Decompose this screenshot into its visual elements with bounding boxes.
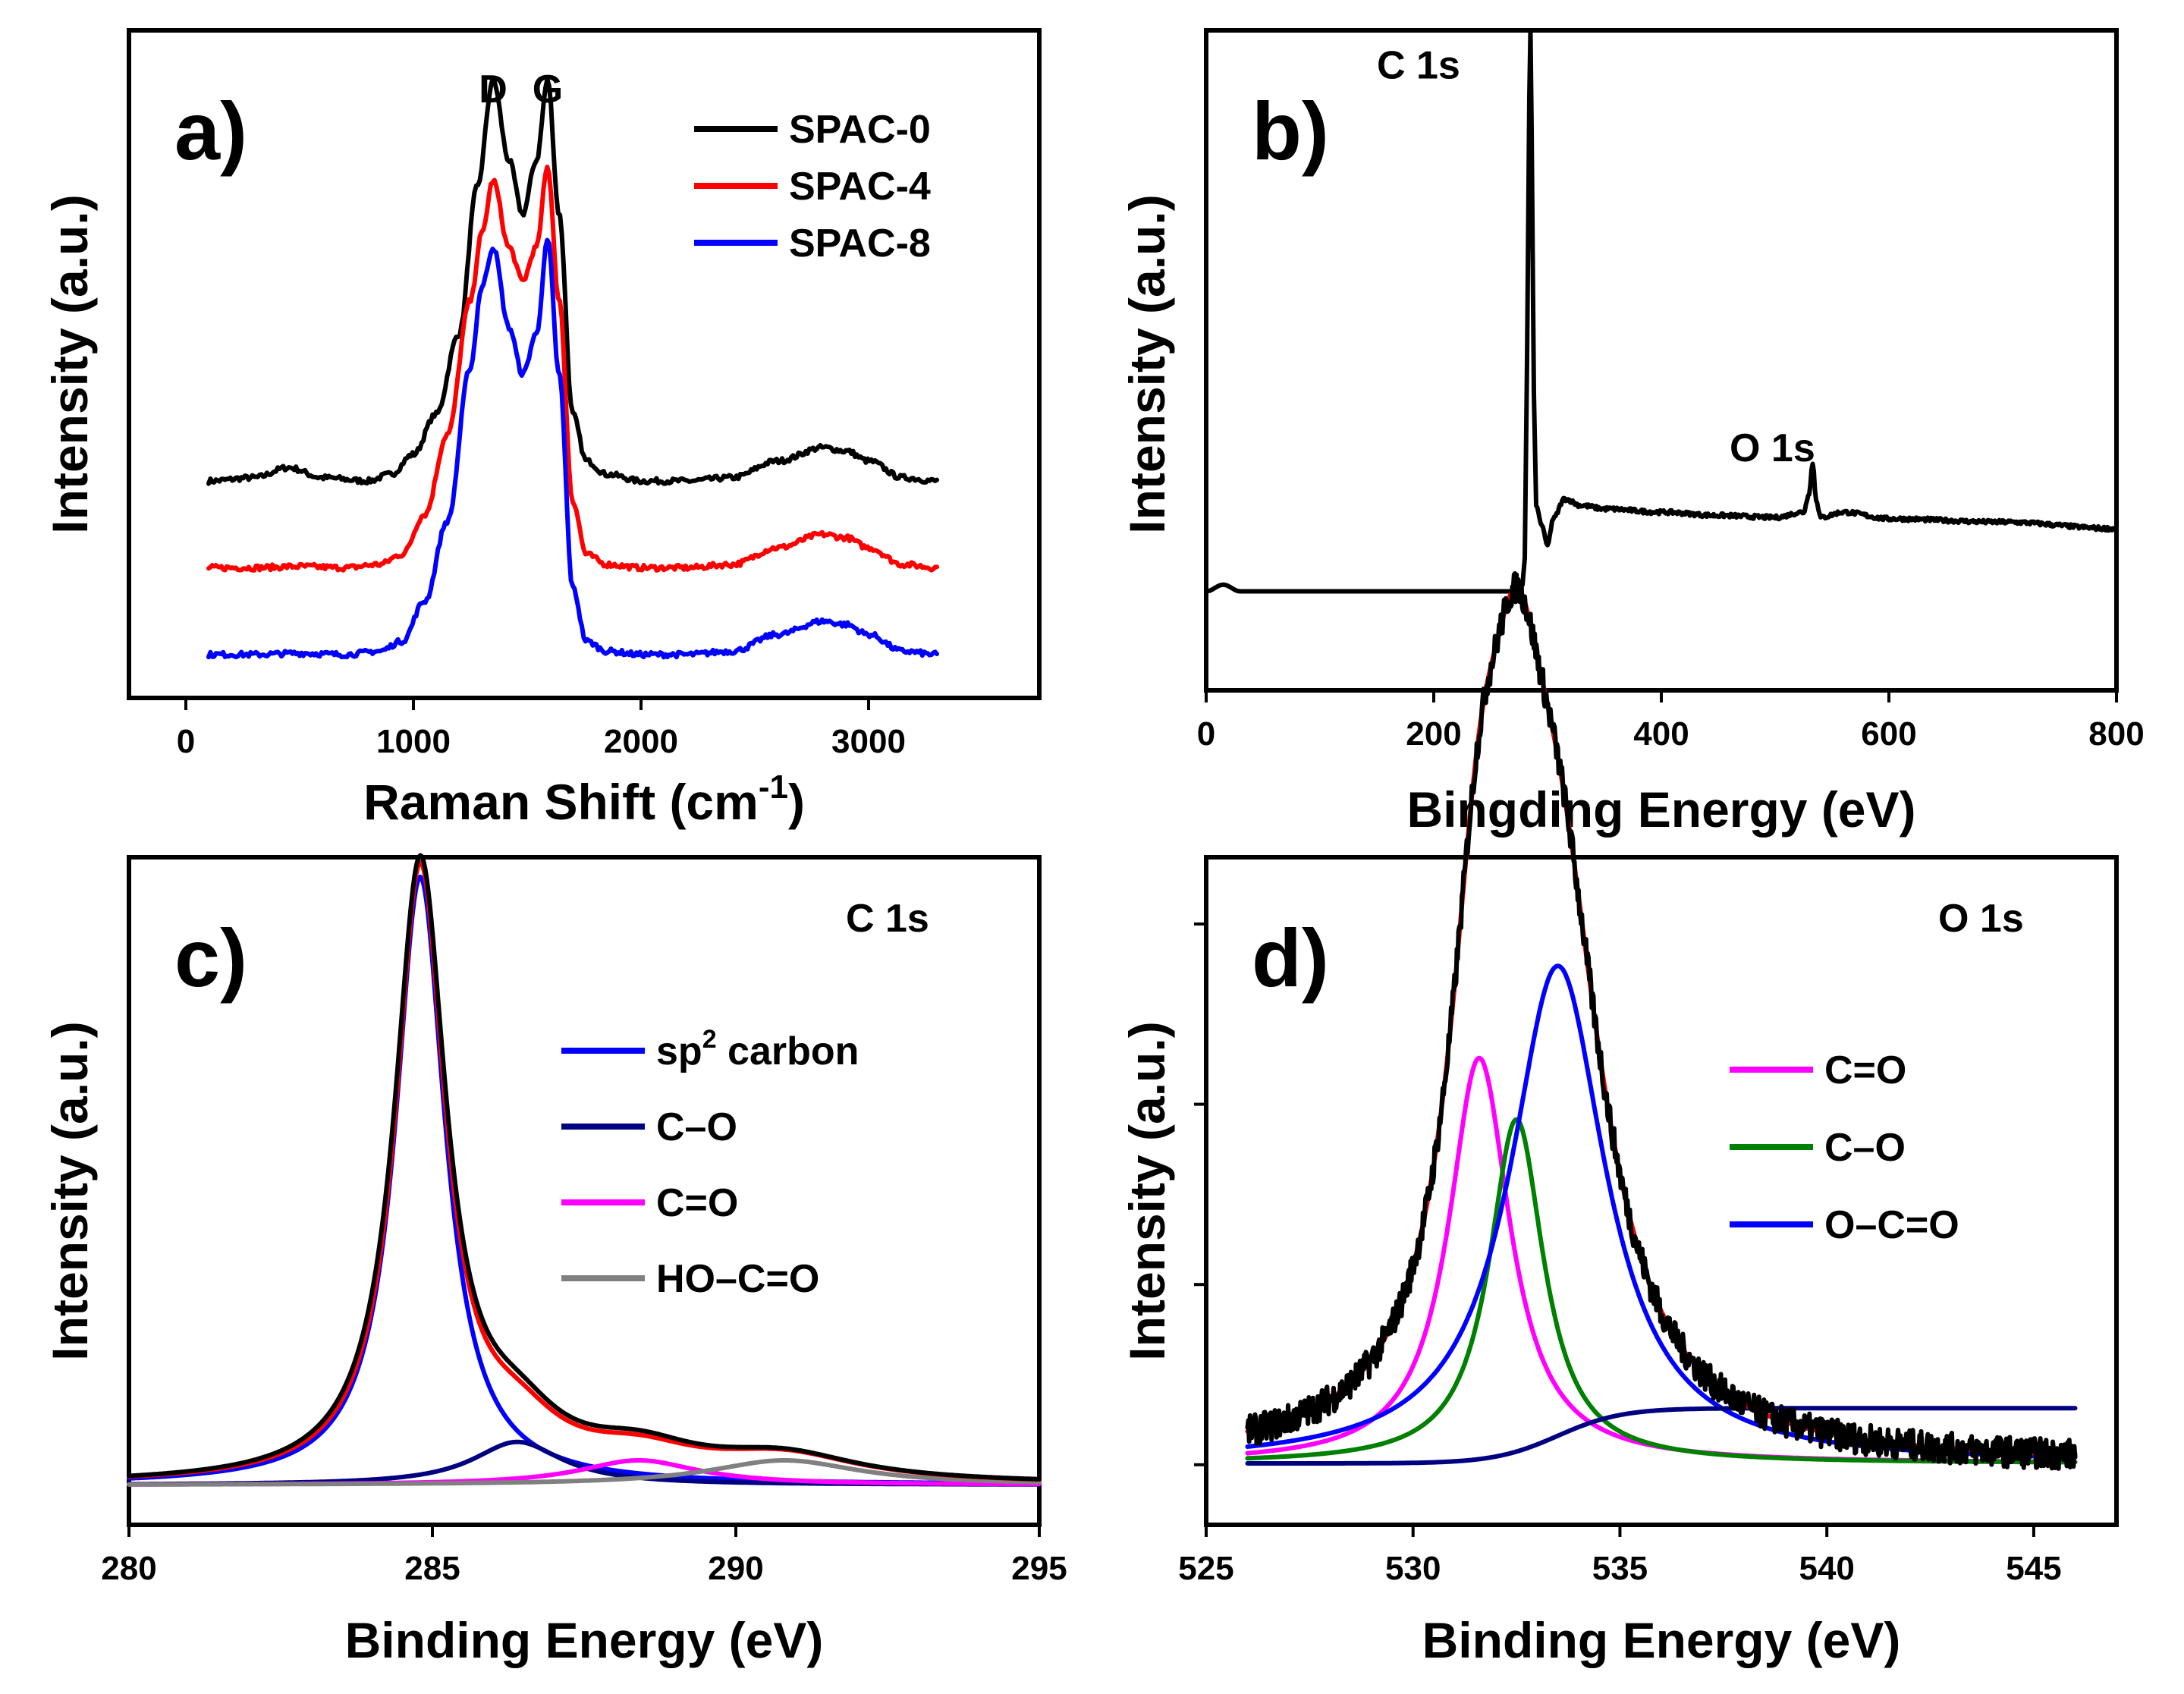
x-tick-label-535: 535 bbox=[1592, 1550, 1648, 1587]
plot-frame bbox=[1204, 855, 2119, 1527]
series-line-experimental bbox=[127, 853, 1042, 1482]
x-tick-label-280: 280 bbox=[101, 1550, 156, 1587]
series-line-spac-4 bbox=[206, 165, 939, 573]
legend-label-spac-0: SPAC-0 bbox=[789, 108, 931, 152]
x-tick-label-285: 285 bbox=[404, 1550, 460, 1587]
y-axis-label: Intensity (a.u.) bbox=[42, 1021, 98, 1360]
x-tick-label-600: 600 bbox=[1861, 715, 1916, 753]
panel-c-c1s-chart: c) C 1s Binding Energy (eV) Intensity (a… bbox=[42, 853, 1067, 1668]
x-axis-label: Binding Energy (eV) bbox=[1422, 1612, 1901, 1668]
legend: SPAC-0 SPAC-4 SPAC-8 bbox=[694, 108, 931, 266]
x-axis-label: Bingding Energy (eV) bbox=[1406, 781, 1915, 838]
legend-label-spac-4: SPAC-4 bbox=[789, 165, 931, 209]
x-ticks: 280 285 290 295 bbox=[101, 1525, 1067, 1587]
legend-label-c-eq-o: C=O bbox=[1824, 1048, 1906, 1092]
panel-label: a) bbox=[174, 85, 247, 177]
x-ticks: 0 1000 2000 3000 bbox=[177, 698, 906, 760]
x-ticks: 0 200 400 600 800 bbox=[1197, 690, 2145, 753]
legend-label-c-o: C–O bbox=[656, 1105, 737, 1149]
chart-title: O 1s bbox=[1938, 897, 2024, 941]
x-tick-label-400: 400 bbox=[1633, 715, 1689, 753]
y-axis-label: Intensity (a.u.) bbox=[1119, 1021, 1175, 1360]
annotation-c-1s: C 1s bbox=[1377, 44, 1460, 88]
x-tick-label-525: 525 bbox=[1178, 1550, 1233, 1587]
plot-frame bbox=[127, 28, 1042, 700]
panel-label: c) bbox=[174, 912, 247, 1004]
legend-label-c-eq-o: C=O bbox=[656, 1181, 738, 1225]
x-tick-label-200: 200 bbox=[1406, 715, 1461, 753]
x-tick-label-0: 0 bbox=[1197, 715, 1215, 753]
panel-b-xps-survey-chart: b) Bingding Energy (eV) Intensity (a.u.)… bbox=[1119, 28, 2145, 838]
panel-label: d) bbox=[1252, 912, 1329, 1004]
x-tick-label-2000: 2000 bbox=[604, 723, 678, 760]
panel-label: b) bbox=[1252, 85, 1329, 177]
x-tick-label-1000: 1000 bbox=[376, 723, 451, 760]
panel-d-o1s-chart: d) O 1s Binding Energy (eV) Intensity (a… bbox=[1119, 570, 2119, 1668]
series-lines bbox=[127, 853, 1042, 1487]
x-tick-label-0: 0 bbox=[177, 723, 195, 760]
x-ticks: 525 530 535 540 545 bbox=[1178, 1525, 2062, 1587]
x-tick-label-295: 295 bbox=[1011, 1550, 1067, 1587]
x-tick-label-290: 290 bbox=[708, 1550, 763, 1587]
series-line-experimental bbox=[1245, 570, 2078, 1471]
legend-label-sp2-carbon: sp2 carbon bbox=[656, 1025, 859, 1073]
series-lines bbox=[1245, 570, 2078, 1471]
x-tick-label-800: 800 bbox=[2088, 715, 2144, 753]
series-lines bbox=[206, 76, 939, 660]
series-line-background bbox=[1245, 1406, 2078, 1466]
x-axis-label: Binding Energy (eV) bbox=[345, 1612, 824, 1668]
x-axis-label: Raman Shift (cm-1) bbox=[363, 768, 805, 830]
legend: C=O C–O O–C=O bbox=[1730, 1048, 1959, 1247]
series-line-survey bbox=[1204, 28, 2119, 594]
x-tick-label-540: 540 bbox=[1799, 1550, 1854, 1587]
annotation-o-1s: O 1s bbox=[1730, 426, 1815, 470]
peak-annotations: C 1s O 1s bbox=[1377, 44, 1815, 471]
x-tick-label-545: 545 bbox=[2006, 1550, 2061, 1587]
legend-label-o-c-eq-o: O–C=O bbox=[1824, 1203, 1959, 1247]
y-axis-label: Intensity (a.u.) bbox=[42, 194, 98, 533]
legend-label-ho-c-eq-o: HO–C=O bbox=[656, 1257, 819, 1301]
legend-label-c-o: C–O bbox=[1824, 1126, 1906, 1170]
chart-title: C 1s bbox=[846, 897, 929, 941]
plot-frame bbox=[127, 855, 1042, 1527]
x-tick-label-530: 530 bbox=[1385, 1550, 1441, 1587]
y-axis-label: Intensity (a.u.) bbox=[1119, 194, 1175, 533]
panel-a-raman-chart: a) Raman Shift (cm-1) Intensity (a.u.) 0… bbox=[42, 28, 1042, 830]
y-ticks bbox=[1194, 922, 1206, 1466]
legend: sp2 carbon C–O C=O HO–C=O bbox=[561, 1025, 859, 1301]
peak-label-d: D bbox=[479, 68, 508, 112]
series-line-ho-c-eq-o bbox=[127, 1458, 1042, 1487]
x-tick-label-3000: 3000 bbox=[831, 723, 906, 760]
series-lines bbox=[1204, 28, 2119, 594]
series-line-spac-0 bbox=[206, 76, 939, 486]
series-line-spac-8 bbox=[206, 237, 939, 660]
legend-label-spac-8: SPAC-8 bbox=[789, 222, 931, 266]
